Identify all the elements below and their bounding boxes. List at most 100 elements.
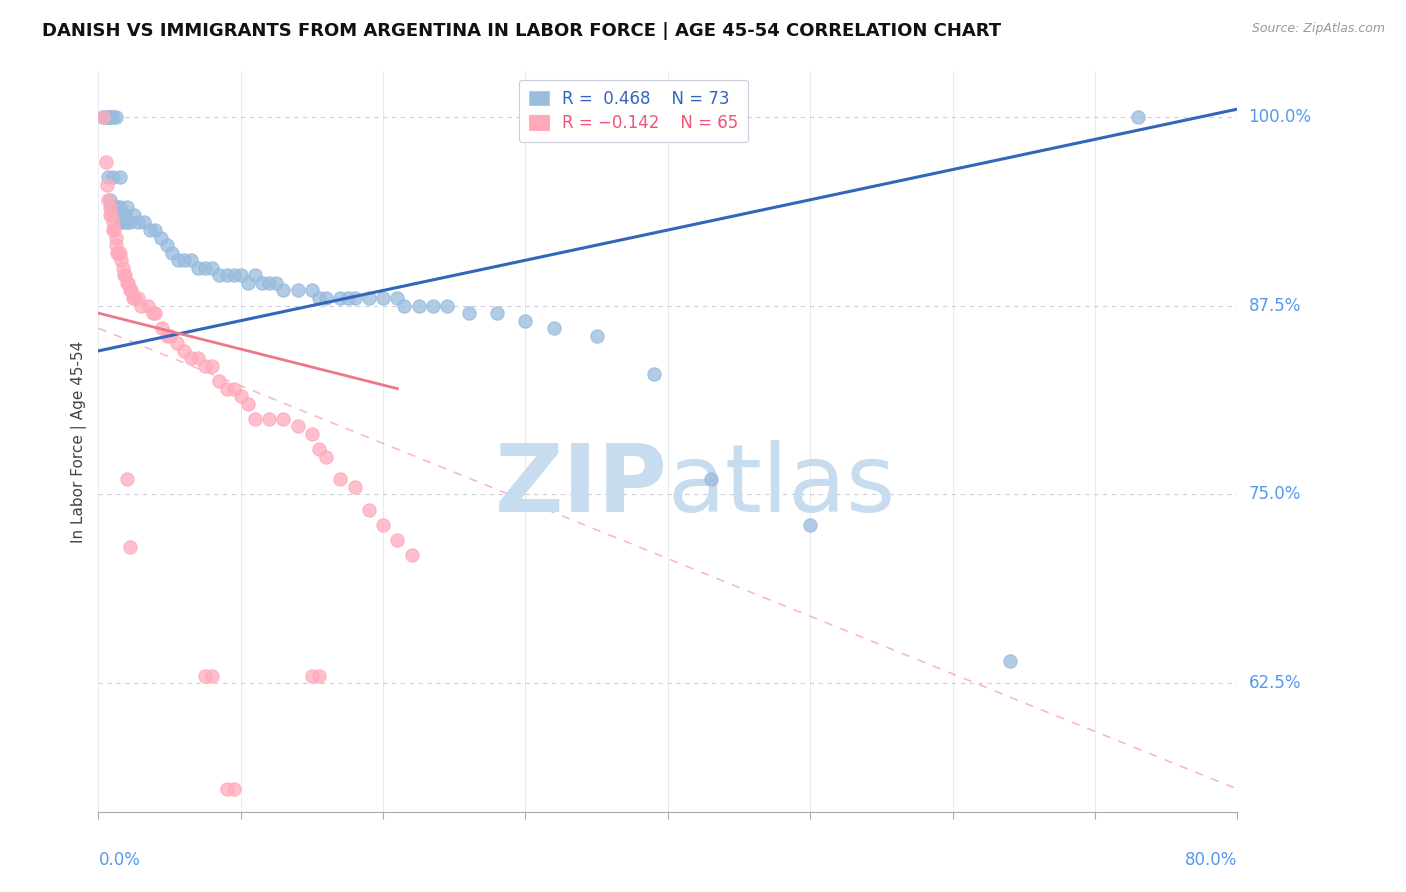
Point bbox=[118, 284, 141, 298]
Point bbox=[301, 284, 323, 298]
Point bbox=[156, 328, 179, 343]
Point bbox=[236, 276, 259, 290]
Point bbox=[543, 321, 565, 335]
Point bbox=[373, 517, 395, 532]
Point bbox=[145, 306, 167, 320]
Point bbox=[105, 200, 128, 214]
Point bbox=[112, 215, 135, 229]
Point bbox=[115, 200, 138, 214]
Point bbox=[103, 223, 125, 237]
Point bbox=[111, 208, 134, 222]
Point bbox=[98, 110, 121, 124]
Point bbox=[187, 260, 209, 275]
Point bbox=[101, 223, 124, 237]
Point bbox=[343, 291, 366, 305]
Point bbox=[208, 374, 231, 388]
Point bbox=[96, 178, 118, 192]
Point bbox=[194, 359, 217, 373]
Text: Source: ZipAtlas.com: Source: ZipAtlas.com bbox=[1251, 22, 1385, 36]
Point bbox=[91, 110, 114, 124]
Point bbox=[129, 299, 152, 313]
Point bbox=[336, 291, 359, 305]
Text: 75.0%: 75.0% bbox=[1249, 485, 1301, 503]
Point bbox=[107, 245, 129, 260]
Point bbox=[118, 541, 141, 555]
Point bbox=[166, 336, 188, 351]
Point bbox=[167, 253, 190, 268]
Point bbox=[329, 291, 352, 305]
Point bbox=[287, 284, 309, 298]
Point bbox=[315, 291, 337, 305]
Point bbox=[150, 230, 173, 244]
Legend: R =  0.468    N = 73, R = −0.142    N = 65: R = 0.468 N = 73, R = −0.142 N = 65 bbox=[519, 79, 748, 143]
Point bbox=[250, 276, 273, 290]
Point bbox=[114, 268, 136, 283]
Point bbox=[229, 389, 252, 403]
Point bbox=[162, 245, 184, 260]
Point bbox=[141, 306, 163, 320]
Point bbox=[104, 230, 127, 244]
Point bbox=[100, 200, 122, 214]
Point bbox=[105, 245, 128, 260]
Point bbox=[357, 291, 380, 305]
Point bbox=[138, 223, 160, 237]
Point bbox=[117, 276, 139, 290]
Point bbox=[101, 110, 124, 124]
Point bbox=[110, 215, 132, 229]
Point bbox=[229, 268, 252, 283]
Point bbox=[266, 276, 288, 290]
Point bbox=[98, 208, 121, 222]
Point bbox=[408, 299, 430, 313]
Point bbox=[222, 782, 245, 797]
Point bbox=[643, 367, 665, 381]
Point bbox=[222, 268, 245, 283]
Point bbox=[100, 208, 122, 222]
Point bbox=[308, 669, 330, 683]
Point bbox=[110, 253, 132, 268]
Point bbox=[699, 472, 721, 486]
Point bbox=[120, 284, 142, 298]
Point bbox=[97, 110, 120, 124]
Point bbox=[108, 170, 131, 185]
Point bbox=[121, 291, 143, 305]
Point bbox=[259, 412, 281, 426]
Point bbox=[187, 351, 209, 366]
Point bbox=[343, 480, 366, 494]
Point bbox=[998, 654, 1021, 668]
Point bbox=[97, 170, 120, 185]
Point bbox=[127, 215, 149, 229]
Point bbox=[115, 472, 138, 486]
Point bbox=[273, 412, 295, 426]
Point bbox=[112, 268, 135, 283]
Point bbox=[373, 291, 395, 305]
Point bbox=[315, 450, 337, 464]
Point bbox=[208, 268, 231, 283]
Point bbox=[100, 110, 122, 124]
Point bbox=[329, 472, 352, 486]
Point bbox=[94, 110, 117, 124]
Point bbox=[98, 193, 121, 207]
Text: 87.5%: 87.5% bbox=[1249, 296, 1301, 315]
Point bbox=[585, 328, 607, 343]
Point bbox=[422, 299, 444, 313]
Point bbox=[215, 382, 238, 396]
Point bbox=[136, 299, 159, 313]
Point bbox=[122, 291, 145, 305]
Point bbox=[159, 328, 181, 343]
Point bbox=[301, 427, 323, 442]
Text: 0.0%: 0.0% bbox=[98, 851, 141, 869]
Point bbox=[401, 548, 423, 562]
Point bbox=[103, 200, 125, 214]
Point bbox=[107, 208, 129, 222]
Point bbox=[308, 442, 330, 456]
Point bbox=[108, 245, 131, 260]
Point bbox=[115, 276, 138, 290]
Point bbox=[132, 215, 155, 229]
Point bbox=[222, 382, 245, 396]
Text: 100.0%: 100.0% bbox=[1249, 108, 1312, 126]
Point bbox=[104, 208, 127, 222]
Text: 62.5%: 62.5% bbox=[1249, 674, 1301, 692]
Point bbox=[243, 412, 266, 426]
Text: atlas: atlas bbox=[668, 440, 896, 532]
Point bbox=[215, 268, 238, 283]
